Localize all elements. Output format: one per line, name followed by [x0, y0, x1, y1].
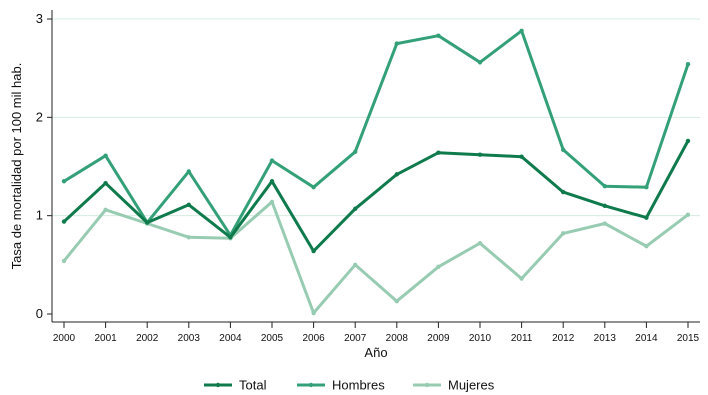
- data-point-hombres: [561, 147, 566, 152]
- y-tick-label: 3: [36, 11, 43, 26]
- data-point-total: [186, 202, 191, 208]
- data-point-total: [103, 181, 108, 186]
- legend-marker-total: [215, 382, 221, 388]
- x-tick-label: 2013: [594, 333, 617, 344]
- series-line-hombres: [62, 29, 690, 237]
- legend-marker-mujeres: [424, 382, 430, 388]
- series-line-total: [62, 139, 690, 253]
- legend-item-total: Total: [204, 378, 267, 393]
- data-point-total: [436, 150, 441, 155]
- data-point-total: [145, 220, 150, 225]
- data-point-mujeres: [61, 258, 67, 264]
- data-point-hombres: [519, 28, 524, 33]
- data-point-hombres: [477, 60, 483, 65]
- data-point-total: [561, 189, 566, 195]
- series-total: [61, 138, 691, 254]
- axes: [51, 10, 700, 323]
- legend-item-hombres: Hombres: [297, 378, 385, 393]
- x-tick-label: 2009: [427, 333, 450, 344]
- x-tick-label: 2010: [469, 333, 492, 344]
- data-point-hombres: [269, 158, 275, 163]
- series-line-mujeres: [62, 200, 690, 315]
- data-point-hombres: [186, 169, 191, 174]
- data-point-total: [644, 215, 649, 220]
- y-tick-label: 2: [36, 109, 43, 124]
- x-tick-label: 2007: [344, 333, 367, 344]
- data-point-total: [311, 248, 316, 254]
- x-tick-label: 2001: [94, 333, 117, 344]
- data-point-hombres: [103, 153, 108, 158]
- legend: Total Hombres Mujeres: [204, 378, 495, 393]
- legend-label-total: Total: [239, 378, 267, 393]
- data-point-mujeres: [269, 199, 275, 205]
- x-tick-label: 2015: [677, 333, 700, 344]
- data-point-mujeres: [311, 310, 316, 316]
- data-point-mujeres: [353, 262, 358, 268]
- data-point-mujeres: [436, 264, 441, 269]
- x-tick-label: 2003: [178, 333, 201, 344]
- y-ticks: 0 1 2 3: [36, 11, 52, 321]
- data-point-total: [394, 172, 399, 177]
- data-point-hombres: [644, 184, 649, 190]
- series-lines: [61, 28, 691, 316]
- data-point-total: [477, 152, 483, 157]
- x-tick-label: 2014: [635, 333, 658, 344]
- series-hombres: [61, 28, 691, 238]
- data-point-total: [353, 206, 358, 211]
- legend-label-mujeres: Mujeres: [448, 378, 495, 393]
- x-ticks: 2000 2001 2002 2003 2004 2005 2006 2007 2008 2009…: [53, 322, 700, 344]
- data-point-mujeres: [644, 243, 649, 249]
- data-point-mujeres: [186, 235, 191, 240]
- x-tick-label: 2004: [219, 333, 242, 344]
- x-tick-label: 2006: [302, 333, 325, 344]
- data-point-hombres: [394, 41, 399, 46]
- x-tick-label: 2002: [136, 333, 159, 344]
- legend-label-hombres: Hombres: [332, 378, 385, 393]
- data-point-mujeres: [103, 207, 108, 212]
- x-tick-label: 2012: [552, 333, 575, 344]
- data-point-total: [228, 235, 233, 240]
- data-point-total: [602, 203, 607, 209]
- data-point-hombres: [311, 184, 316, 190]
- data-point-hombres: [353, 149, 358, 154]
- data-point-hombres: [602, 183, 607, 189]
- data-point-mujeres: [519, 276, 524, 281]
- data-point-hombres: [685, 62, 691, 67]
- y-tick-label: 0: [36, 306, 43, 321]
- data-point-mujeres: [602, 221, 607, 226]
- x-tick-label: 2008: [386, 333, 409, 344]
- x-tick-label: 2000: [53, 333, 76, 344]
- data-point-hombres: [61, 179, 67, 184]
- data-point-mujeres: [394, 299, 399, 304]
- data-point-hombres: [436, 33, 441, 38]
- x-tick-label: 2011: [511, 333, 533, 344]
- y-axis-title: Tasa de mortalidad por 100 mil hab.: [9, 63, 24, 270]
- legend-marker-hombres: [308, 382, 314, 388]
- x-tick-label: 2005: [261, 333, 284, 344]
- data-point-mujeres: [477, 241, 483, 246]
- legend-item-mujeres: Mujeres: [413, 378, 495, 393]
- data-point-total: [61, 219, 67, 224]
- series-mujeres: [61, 199, 691, 316]
- y-tick-label: 1: [36, 208, 43, 223]
- data-point-mujeres: [561, 231, 566, 236]
- data-point-total: [685, 138, 691, 144]
- data-point-total: [269, 179, 275, 184]
- data-point-total: [519, 154, 524, 159]
- data-point-mujeres: [685, 212, 691, 217]
- x-axis-title: Año: [364, 345, 387, 360]
